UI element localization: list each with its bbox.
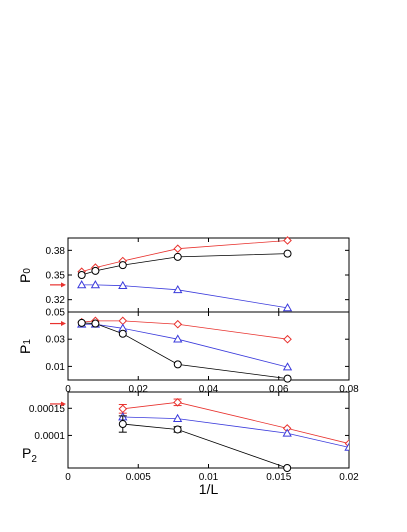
data-point-circle (283, 464, 292, 472)
data-point-triangle (118, 280, 128, 290)
series-triangle (118, 412, 349, 451)
x-tick-label: 0.005 (126, 472, 151, 483)
y-tick-label: 0.01 (46, 362, 66, 373)
data-point-triangle (172, 413, 183, 422)
data-point-triangle (282, 303, 293, 312)
data-point-diamond (283, 334, 292, 344)
series-circle (118, 415, 292, 472)
series-line-triangle (81, 284, 288, 309)
y-tick-label: 0.38 (46, 246, 66, 257)
data-point-triangle (344, 442, 349, 451)
series-diamond (77, 316, 292, 344)
data-point-circle (118, 261, 127, 270)
series-line-triangle (122, 416, 349, 448)
panel-1: 0 0.02 0.04 0.06 0.08 0.01 0.03 0.05 P1 (17, 308, 359, 396)
plot-frame-0 (67, 237, 350, 313)
series-triangle (77, 280, 293, 312)
data-point-diamond (283, 236, 292, 245)
plot-frame-1 (67, 311, 350, 381)
data-point-circle (283, 374, 292, 383)
y-axis-label: P0 (17, 268, 33, 283)
data-point-circle (173, 425, 182, 434)
limit-arrow-head (61, 321, 66, 327)
series-triangle (77, 319, 293, 371)
y-tick-label: 0.05 (46, 308, 66, 319)
data-point-triangle (282, 362, 293, 371)
data-point-circle (283, 249, 292, 258)
data-point-triangle (173, 334, 183, 343)
series-line-triangle (81, 323, 288, 368)
data-point-triangle (77, 280, 87, 289)
data-point-circle (77, 271, 86, 279)
series-line-circle (122, 423, 288, 469)
y-tick-label: 0.00015 (29, 404, 66, 415)
y-tick-label: 0.0001 (34, 431, 65, 442)
x-tick-label: 0.08 (339, 384, 359, 395)
panel-2: 0 0.005 0.01 0.015 0.02 0.0001 0.00015 P2 1/L (22, 391, 359, 497)
x-tick-label: 0 (65, 472, 71, 483)
data-point-diamond (118, 316, 128, 326)
data-point-triangle (282, 428, 292, 437)
data-point-circle (118, 329, 127, 338)
data-point-circle (173, 252, 182, 261)
x-tick-label: 0.015 (266, 472, 291, 483)
panel-0: 0.32 0.35 0.38 P0 (17, 236, 350, 313)
y-tick-label: 0.03 (46, 335, 66, 346)
limit-arrow-head (61, 401, 66, 407)
series-circle (77, 318, 292, 383)
data-point-circle (91, 319, 100, 328)
data-point-diamond (173, 398, 182, 407)
data-point-diamond (118, 404, 128, 414)
data-point-diamond (173, 244, 183, 253)
x-tick-label: 0.06 (269, 384, 289, 395)
limit-arrow-head (61, 282, 66, 288)
data-point-circle (77, 318, 86, 327)
x-tick-label: 0.04 (199, 384, 219, 395)
data-point-circle (91, 266, 100, 275)
series-circle (77, 249, 292, 279)
x-tick-label: 0 (65, 384, 71, 395)
data-point-triangle (90, 280, 101, 289)
data-point-triangle (173, 284, 183, 294)
y-axis-label: P2 (22, 445, 37, 465)
series-line-circle (81, 322, 288, 380)
series-diamond (77, 236, 292, 277)
data-point-diamond (173, 319, 183, 329)
series-line-diamond (122, 401, 349, 444)
data-point-circle (118, 420, 127, 429)
x-tick-label: 0.01 (199, 472, 219, 483)
plot-frame-2 (67, 391, 350, 469)
y-axis-label: P1 (17, 339, 33, 354)
y-tick-label: 0.35 (46, 271, 66, 282)
series-line-circle (81, 253, 288, 276)
x-tick-label: 0.02 (129, 384, 149, 395)
x-axis-label: 1/L (199, 481, 219, 497)
data-point-circle (173, 360, 182, 369)
y-tick-label: 0.32 (46, 295, 66, 306)
x-tick-label: 0.02 (339, 472, 359, 483)
